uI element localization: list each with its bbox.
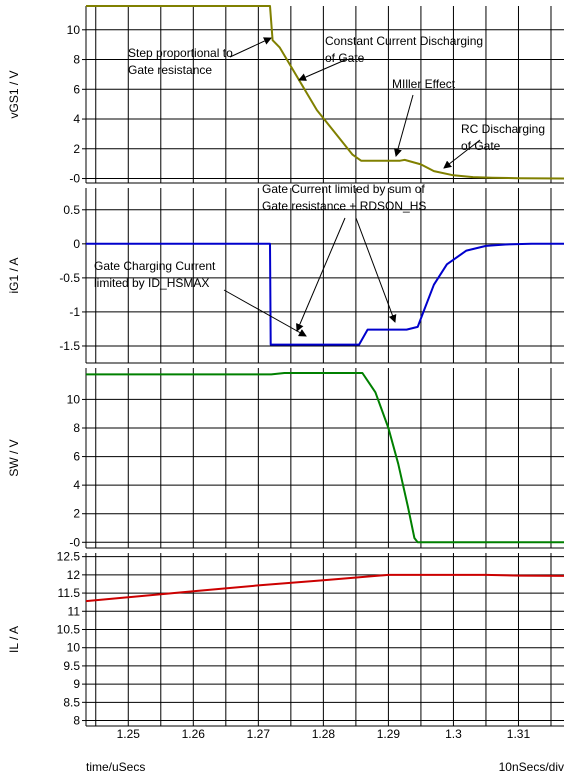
series-line: [86, 242, 564, 346]
annotation-label: Gate Charging Current limited by ID_HSMAX: [94, 259, 216, 290]
panel-1: -0 2 4 6 8 10 vGS1 / V Step proportional to Gate…: [7, 5, 565, 186]
y-tick-label: 9.5: [63, 659, 80, 673]
annotation-arrow: [223, 289, 307, 337]
x-tick-label: 1.26: [182, 727, 206, 741]
y-tick-label: 4: [73, 478, 80, 492]
y-tick-label: 6: [73, 450, 80, 464]
x-tick-label: 1.25: [117, 727, 141, 741]
annotation-arrow: [394, 94, 414, 157]
x-tick-label: 1.28: [312, 727, 336, 741]
y-tick-label: 10: [67, 392, 81, 406]
y-tick-label: 11: [68, 604, 81, 618]
y-tick-label: 4: [73, 112, 80, 126]
y-tick-label: -0: [69, 535, 80, 549]
annotation-arrow: [298, 59, 346, 81]
y-tick-label: 2: [73, 507, 80, 521]
y-axis-label: SW / V: [7, 439, 21, 476]
y-tick-label: 6: [73, 82, 80, 96]
y-tick-label: 8.5: [63, 695, 80, 709]
time-scale-label: 10nSecs/div: [499, 760, 564, 774]
panel-3: -0 2 4 6 8 10 SW / V: [7, 368, 564, 549]
y-tick-label: 12.5: [57, 550, 81, 564]
annotation-arrow: [296, 217, 346, 332]
y-tick-label: 0: [73, 237, 80, 251]
y-tick-label: 11.5: [58, 586, 81, 600]
y-tick-label: -0.5: [59, 271, 80, 285]
annotation-label: RC Discharging of Gate: [461, 122, 545, 153]
y-tick-label: 8: [73, 421, 80, 435]
y-tick-label: 8: [73, 53, 80, 67]
annotation-label: Step proportional to Gate resistance: [128, 46, 233, 77]
y-tick-label: 2: [73, 142, 80, 156]
x-axis-label: time/uSecs: [86, 760, 145, 774]
y-axis-label: iG1 / A: [7, 257, 21, 293]
y-tick-label: -0: [69, 172, 80, 186]
panel-2: 0.5 0 -0.5 -1 -1.5 iG1 / A Gate Current limite…: [7, 182, 564, 364]
y-tick-label: 12: [67, 568, 81, 582]
panels-group: -0 2 4 6 8 10 vGS1 / V Step proportional to Gate…: [7, 5, 565, 741]
x-tick-label: 1.29: [377, 727, 401, 741]
series-line: [85, 573, 565, 603]
x-tick-label: 1.31: [507, 727, 531, 741]
y-tick-label: 10: [67, 23, 81, 37]
y-axis-label: IL / A: [7, 626, 21, 653]
x-tick-label: 1.27: [247, 727, 271, 741]
annotation-arrow: [443, 139, 481, 169]
y-tick-label: 0.5: [63, 203, 80, 217]
x-axis-ticks: 1.25 1.26 1.27 1.28 1.29 1.3 1.31: [117, 727, 531, 741]
annotation-arrow: [229, 37, 272, 58]
annotation-label: Gate Current limited by sum of Gate resis…: [262, 182, 426, 213]
annotation-arrow: [355, 217, 397, 323]
series-line: [86, 372, 564, 544]
y-tick-label: -1.5: [59, 339, 80, 353]
y-tick-label: -1: [69, 305, 80, 319]
y-tick-label: 8: [73, 714, 80, 728]
annotation-label: MIller Effect: [392, 77, 456, 91]
annotation-label: Constant Current Discharging of Gate: [325, 34, 483, 65]
panel-4: 12.5 12 11.5 11 10.5 10 9.5 9 8.5 8 IL / A: [7, 550, 565, 728]
y-tick-label: 10.5: [57, 622, 81, 636]
y-tick-label: 10: [67, 641, 81, 655]
y-axis-label: vGS1 / V: [7, 70, 21, 118]
x-tick-label: 1.3: [445, 727, 462, 741]
series-line: [86, 5, 565, 180]
y-tick-label: 9: [73, 677, 80, 691]
